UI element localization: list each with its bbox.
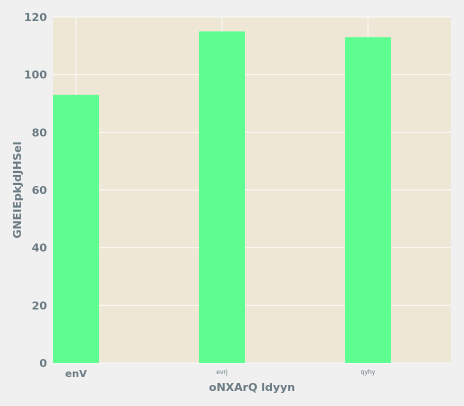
y-tick-label: 20	[32, 299, 48, 312]
bars	[53, 31, 391, 364]
x-tick-label: enV	[65, 369, 87, 380]
bar-qyhy	[345, 37, 391, 363]
y-tick-label: 80	[32, 126, 48, 139]
y-tick-label: 120	[24, 11, 47, 24]
y-tick-label: 60	[32, 184, 48, 197]
x-tick-label: qyhy	[361, 369, 376, 376]
bar-enV	[53, 94, 99, 363]
x-axis-ticks: enV evrj qyhy	[65, 369, 376, 380]
x-tick-label: evrj	[216, 369, 228, 376]
y-tick-label: 0	[39, 357, 47, 370]
y-tick-label: 40	[32, 242, 48, 255]
bar-evrj	[199, 31, 245, 364]
x-axis-title: oNXArQ ldyyn	[209, 381, 295, 394]
y-axis-title: GNEIEpkJdJHSel	[11, 142, 24, 239]
y-tick-label: 100	[24, 69, 47, 82]
y-axis-ticks: 0 20 40 60 80 100 120	[24, 11, 47, 370]
